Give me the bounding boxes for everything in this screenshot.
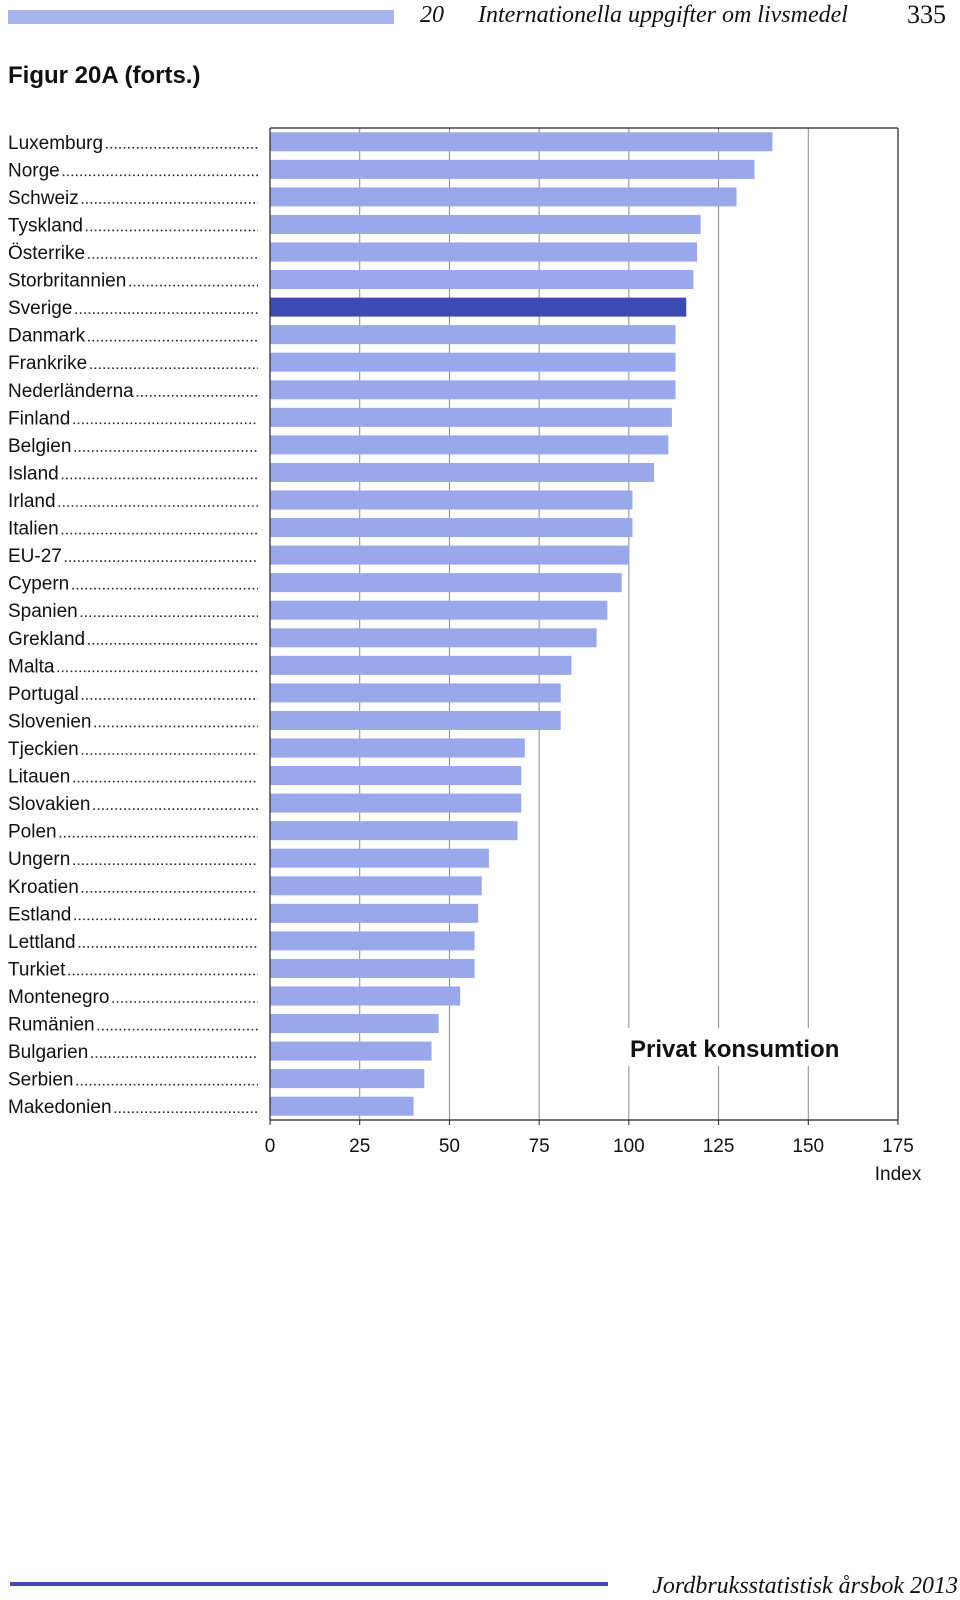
category-label: Estland — [8, 904, 71, 925]
x-tick-label: 150 — [792, 1136, 824, 1157]
chart-title-background — [620, 1028, 870, 1066]
category-label: Belgien — [8, 436, 71, 457]
category-label: Slovenien — [8, 711, 91, 732]
bar — [270, 903, 479, 923]
bar — [270, 1014, 439, 1034]
category-label: Nederländerna — [8, 381, 134, 402]
book-title: Jordbruksstatistisk årsbok 2013 — [652, 1573, 958, 1599]
bar — [270, 270, 694, 290]
category-label: Rumänien — [8, 1015, 95, 1036]
category-label: Slovakien — [8, 794, 90, 815]
bar — [270, 325, 676, 345]
category-label: Frankrike — [8, 353, 87, 374]
chapter-number: 20 — [420, 2, 444, 28]
bar — [270, 297, 687, 317]
category-label: Spanien — [8, 601, 78, 622]
bar-chart: Luxemburg Norge Schweiz Tyskland Österrike St… — [8, 127, 922, 1185]
category-label: Portugal — [8, 684, 79, 705]
bar — [270, 1069, 425, 1089]
x-tick-label: 100 — [613, 1136, 645, 1157]
bar — [270, 738, 525, 758]
category-label: Danmark — [8, 326, 86, 347]
category-label: EU-27 — [8, 546, 62, 567]
bar — [270, 490, 633, 510]
bar — [270, 683, 561, 703]
category-label: Luxemburg — [8, 133, 103, 154]
x-tick-label: 75 — [529, 1136, 550, 1157]
category-label: Polen — [8, 822, 57, 843]
bar — [270, 407, 672, 427]
bar — [270, 435, 669, 455]
bar — [270, 242, 698, 262]
bar — [270, 766, 522, 786]
category-label: Tyskland — [8, 215, 83, 236]
page-header: 20 Internationella uppgifter om livsmede… — [410, 0, 960, 34]
bar — [270, 187, 737, 207]
bar — [270, 462, 654, 482]
x-tick-label: 25 — [349, 1136, 370, 1157]
bar — [270, 628, 597, 648]
category-label: Storbritannien — [8, 271, 126, 292]
category-label: Montenegro — [8, 987, 109, 1008]
bar — [270, 710, 561, 730]
category-label: Bulgarien — [8, 1042, 88, 1063]
chart-title: Privat konsumtion — [630, 1036, 839, 1063]
category-label: Lettland — [8, 932, 76, 953]
bar — [270, 958, 475, 978]
bar — [270, 573, 622, 593]
bar — [270, 1096, 414, 1116]
category-label: Island — [8, 463, 59, 484]
category-label: Schweiz — [8, 188, 79, 209]
page-number: 335 — [907, 0, 946, 29]
category-label: Italien — [8, 519, 59, 540]
bar — [270, 518, 633, 538]
x-tick-label: 125 — [703, 1136, 735, 1157]
chapter-title: Internationella uppgifter om livsmedel — [478, 2, 848, 28]
category-label: Norge — [8, 160, 60, 181]
category-label: Ungern — [8, 849, 70, 870]
bar — [270, 1041, 432, 1061]
bar — [270, 931, 475, 951]
bar — [270, 848, 489, 868]
category-label: Irland — [8, 491, 56, 512]
header-accent-bar — [8, 10, 394, 24]
category-label: Tjeckien — [8, 739, 79, 760]
category-label: Finland — [8, 408, 70, 429]
category-label: Serbien — [8, 1070, 74, 1091]
bar — [270, 655, 572, 675]
category-label: Makedonien — [8, 1097, 112, 1118]
category-label: Litauen — [8, 767, 70, 788]
figure-title: Figur 20A (forts.) — [8, 62, 201, 89]
bar — [270, 132, 773, 152]
bar — [270, 380, 676, 400]
category-label: Grekland — [8, 629, 85, 650]
bar — [270, 352, 676, 372]
category-label: Malta — [8, 656, 55, 677]
footer-accent-bar — [10, 1582, 608, 1586]
x-axis-label: Index — [875, 1164, 922, 1185]
category-label: Cypern — [8, 574, 69, 595]
x-tick-label: 0 — [265, 1136, 276, 1157]
bar — [270, 214, 701, 234]
category-label: Turkiet — [8, 959, 66, 980]
bar — [270, 545, 629, 565]
category-label: Österrike — [8, 243, 85, 264]
bar — [270, 600, 608, 620]
x-tick-label: 175 — [882, 1136, 914, 1157]
bar — [270, 821, 518, 841]
x-tick-label: 50 — [439, 1136, 460, 1157]
category-label: Sverige — [8, 298, 72, 319]
bar — [270, 159, 755, 179]
bar — [270, 986, 461, 1006]
bar — [270, 876, 482, 896]
bar — [270, 793, 522, 813]
category-label: Kroatien — [8, 877, 79, 898]
